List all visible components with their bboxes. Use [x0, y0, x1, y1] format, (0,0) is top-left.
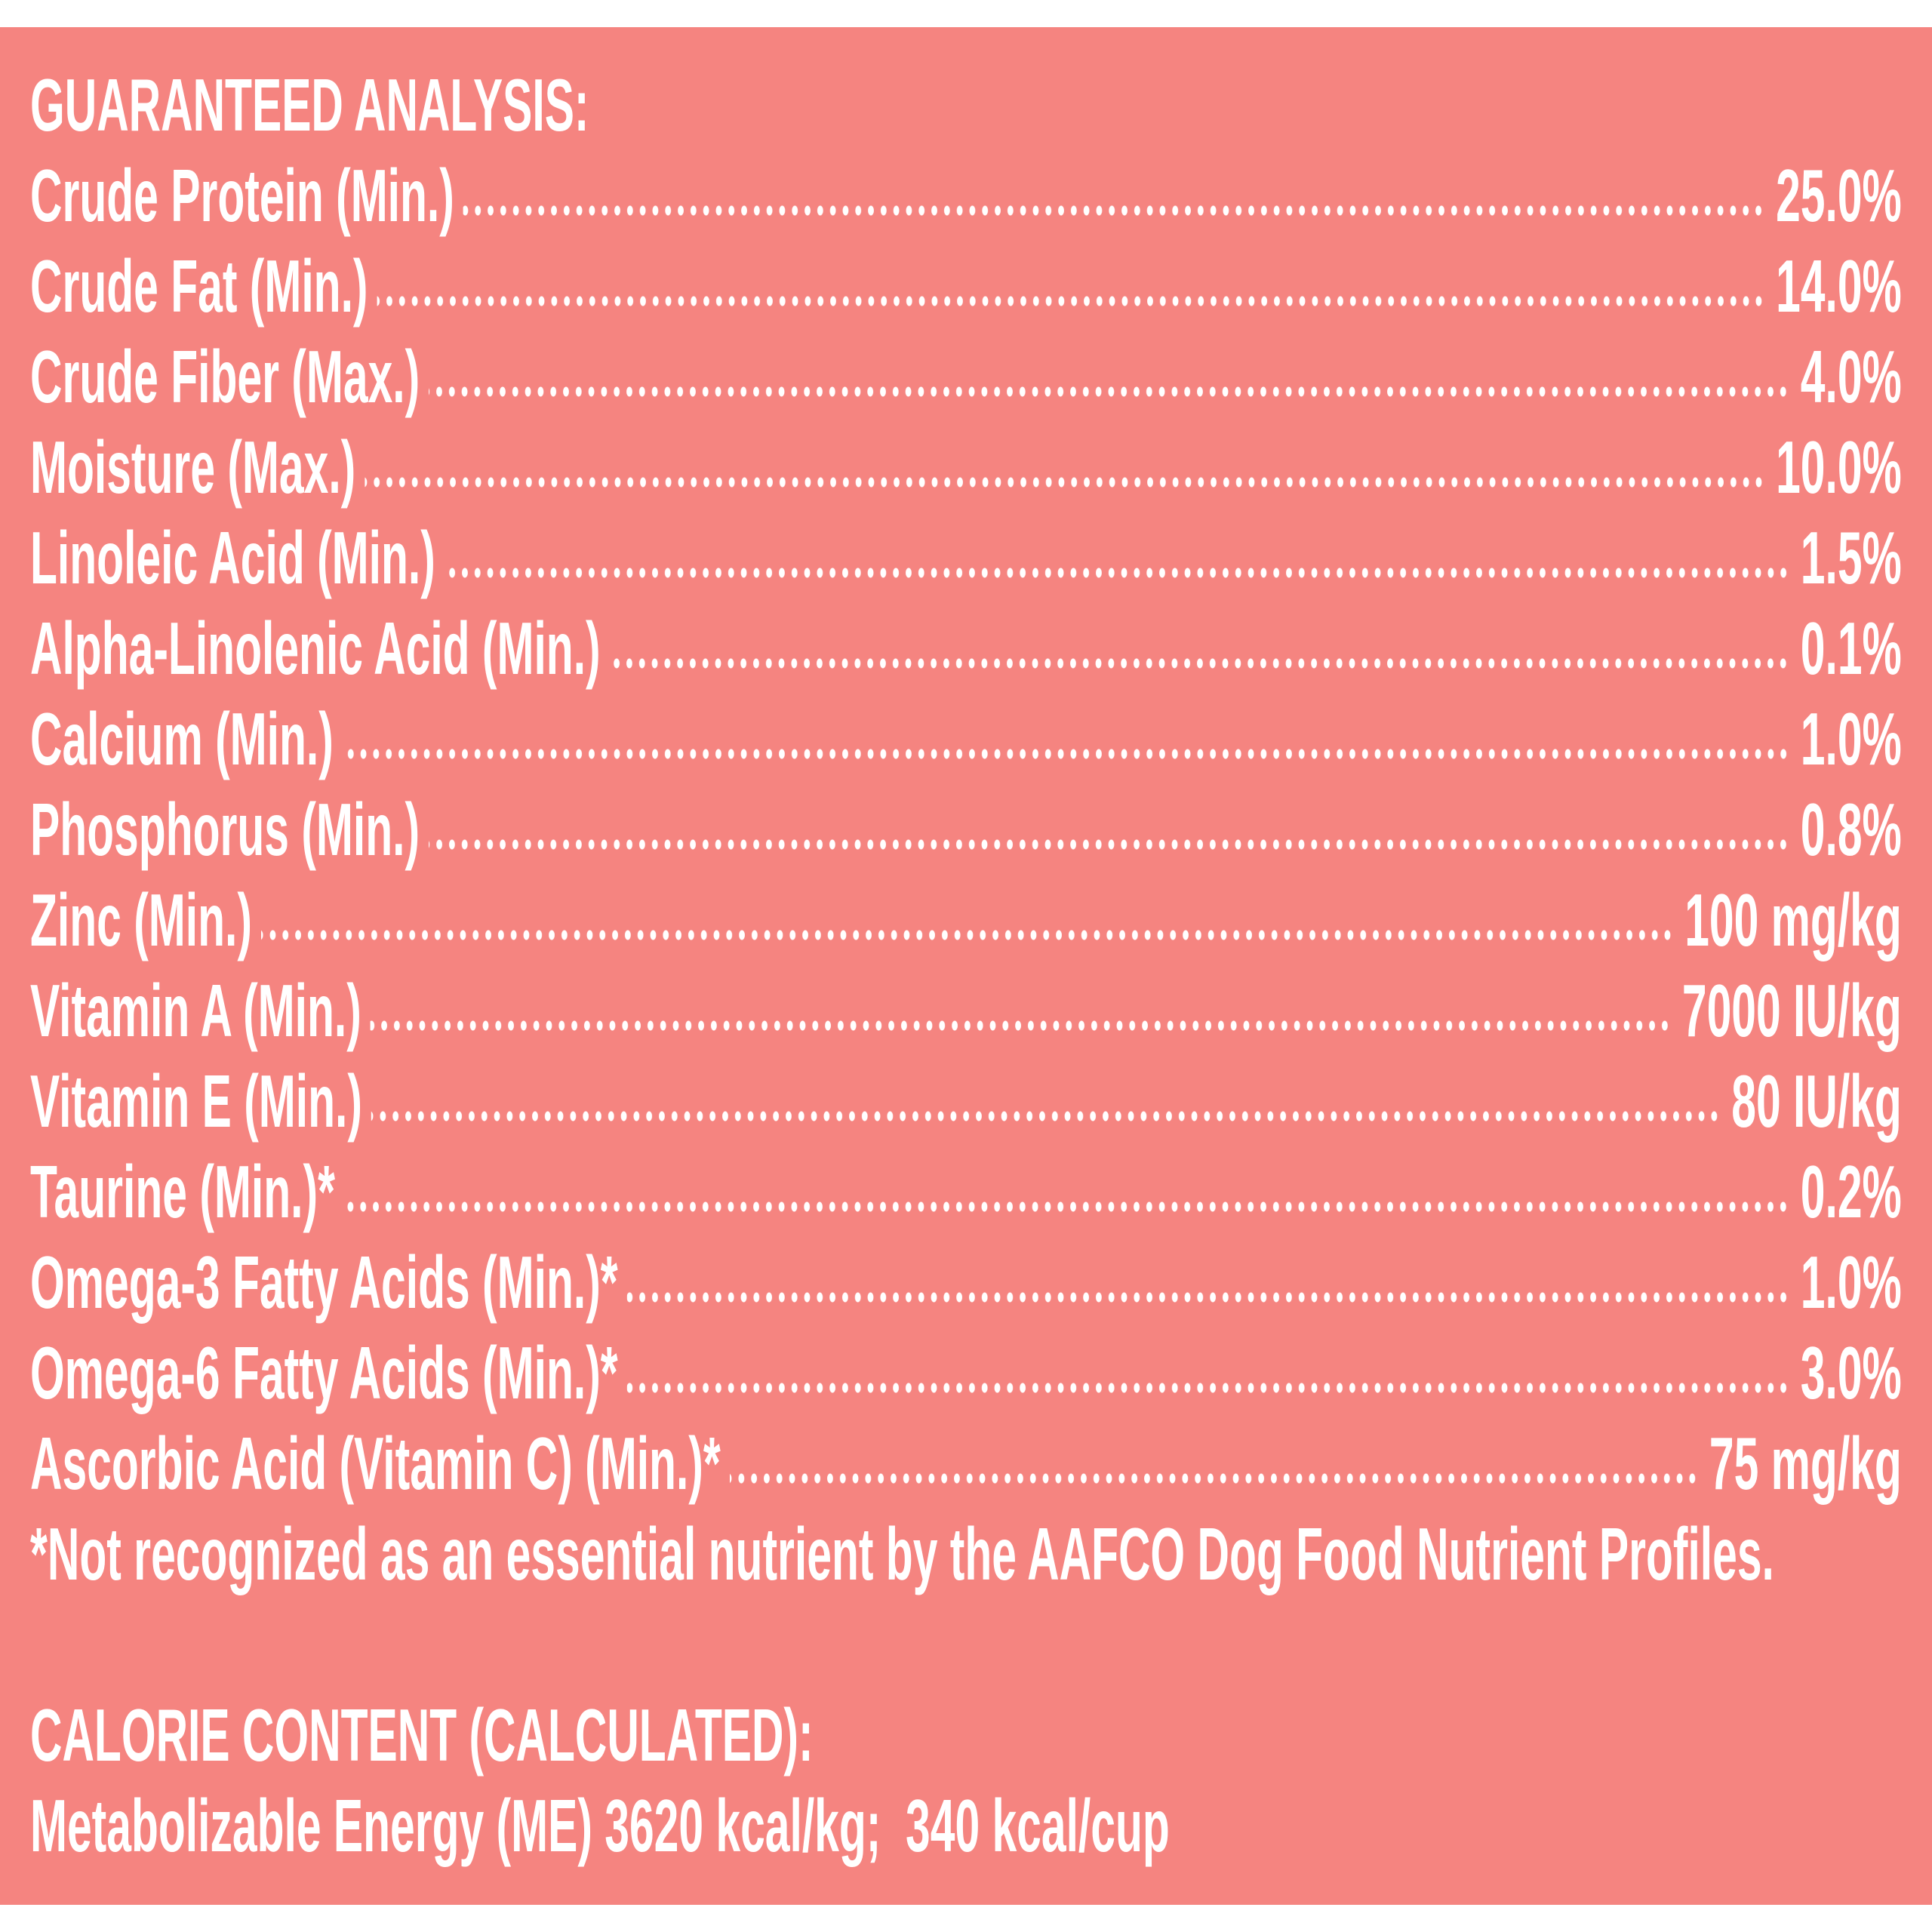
- nutrient-value: 7000 IU/kg: [1681, 969, 1902, 1052]
- calorie-text: Metabolizable Energy (ME) 3620 kcal/kg; …: [30, 1784, 1170, 1867]
- nutrient-label: Linoleic Acid (Min.): [30, 516, 435, 599]
- nutrient-value: 100 mg/kg: [1684, 878, 1902, 961]
- leader-dots: [429, 386, 1790, 397]
- nutrient-label: Crude Protein (Min.): [30, 154, 454, 237]
- nutrient-value: 1.0%: [1800, 697, 1902, 780]
- nutrient-label: Zinc (Min.): [30, 878, 252, 961]
- leader-dots: [370, 1020, 1672, 1031]
- nutrient-label: Ascorbic Acid (Vitamin C) (Min.)*: [30, 1422, 721, 1505]
- leader-dots: [729, 1473, 1699, 1484]
- nutrient-label: Crude Fat (Min.): [30, 245, 368, 328]
- nutrient-row: Phosphorus (Min.) 0.8%: [30, 784, 1902, 875]
- nutrient-label: Omega-6 Fatty Acids (Min.)*: [30, 1331, 618, 1414]
- nutrient-value: 1.0%: [1800, 1241, 1902, 1324]
- leader-dots: [342, 749, 1790, 759]
- content: GUARANTEED ANALYSIS: Crude Protein (Min.…: [30, 60, 1902, 1871]
- nutrient-row: Calcium (Min.) 1.0%: [30, 694, 1902, 784]
- nutrient-row: Vitamin E (Min.) 80 IU/kg: [30, 1056, 1902, 1146]
- label-panel: GUARANTEED ANALYSIS: Crude Protein (Min.…: [0, 27, 1932, 1905]
- nutrient-row: Vitamin A (Min.) 7000 IU/kg: [30, 965, 1902, 1056]
- leader-dots: [463, 205, 1765, 216]
- leader-dots: [260, 930, 1674, 940]
- nutrient-row: Omega-3 Fatty Acids (Min.)* 1.0%: [30, 1237, 1902, 1327]
- nutrient-row: Ascorbic Acid (Vitamin C) (Min.)* 75 mg/k…: [30, 1418, 1902, 1509]
- spacer: [30, 1599, 1902, 1690]
- nutrient-label: Crude Fiber (Max.): [30, 335, 420, 418]
- nutrient-row: Taurine (Min.)* 0.2%: [30, 1146, 1902, 1237]
- nutrient-row: Moisture (Max.) 10.0%: [30, 422, 1902, 512]
- nutrient-row: Zinc (Min.) 100 mg/kg: [30, 875, 1902, 965]
- nutrient-label: Phosphorus (Min.): [30, 788, 420, 871]
- calorie-title: CALORIE CONTENT (CALCULATED):: [30, 1694, 814, 1777]
- nutrient-label: Omega-3 Fatty Acids (Min.)*: [30, 1241, 618, 1324]
- nutrient-label: Alpha-Linolenic Acid (Min.): [30, 607, 601, 690]
- nutrient-value: 0.8%: [1800, 788, 1902, 871]
- nutrient-value: 0.2%: [1800, 1150, 1902, 1233]
- nutrient-label: Moisture (Max.): [30, 426, 356, 509]
- nutrient-row: Crude Fat (Min.) 14.0%: [30, 241, 1902, 331]
- leader-dots: [609, 658, 1790, 669]
- nutrient-value: 0.1%: [1800, 607, 1902, 690]
- leader-dots: [371, 1111, 1721, 1121]
- nutrient-row: Crude Protein (Min.) 25.0%: [30, 150, 1902, 241]
- leader-dots: [365, 477, 1765, 488]
- nutrient-value: 10.0%: [1776, 426, 1902, 509]
- leader-dots: [377, 296, 1765, 306]
- nutrient-value: 80 IU/kg: [1731, 1060, 1902, 1143]
- nutrient-value: 25.0%: [1776, 154, 1902, 237]
- nutrient-value: 4.0%: [1800, 335, 1902, 418]
- leader-dots: [626, 1292, 1790, 1303]
- footnote: *Not recognized as an essential nutrient…: [30, 1512, 1774, 1595]
- nutrient-row: Alpha-Linolenic Acid (Min.) 0.1%: [30, 603, 1902, 694]
- nutrient-row: Linoleic Acid (Min.) 1.5%: [30, 512, 1902, 603]
- nutrient-value: 3.0%: [1800, 1331, 1902, 1414]
- leader-dots: [343, 1201, 1790, 1212]
- nutrient-row: Crude Fiber (Max.) 4.0%: [30, 331, 1902, 422]
- leader-dots: [626, 1383, 1790, 1393]
- nutrient-value: 1.5%: [1800, 516, 1902, 599]
- nutrient-label: Calcium (Min.): [30, 697, 334, 780]
- leader-dots: [429, 839, 1790, 850]
- leader-dots: [444, 568, 1790, 578]
- title: GUARANTEED ANALYSIS:: [30, 63, 589, 146]
- nutrient-label: Taurine (Min.)*: [30, 1150, 335, 1233]
- nutrient-value: 75 mg/kg: [1709, 1422, 1902, 1505]
- nutrient-label: Vitamin A (Min.): [30, 969, 361, 1052]
- nutrient-row: Omega-6 Fatty Acids (Min.)* 3.0%: [30, 1327, 1902, 1418]
- nutrient-value: 14.0%: [1776, 245, 1902, 328]
- rows: Crude Protein (Min.) 25.0% Crude Fat (Min.…: [30, 150, 1902, 1509]
- nutrient-label: Vitamin E (Min.): [30, 1060, 362, 1143]
